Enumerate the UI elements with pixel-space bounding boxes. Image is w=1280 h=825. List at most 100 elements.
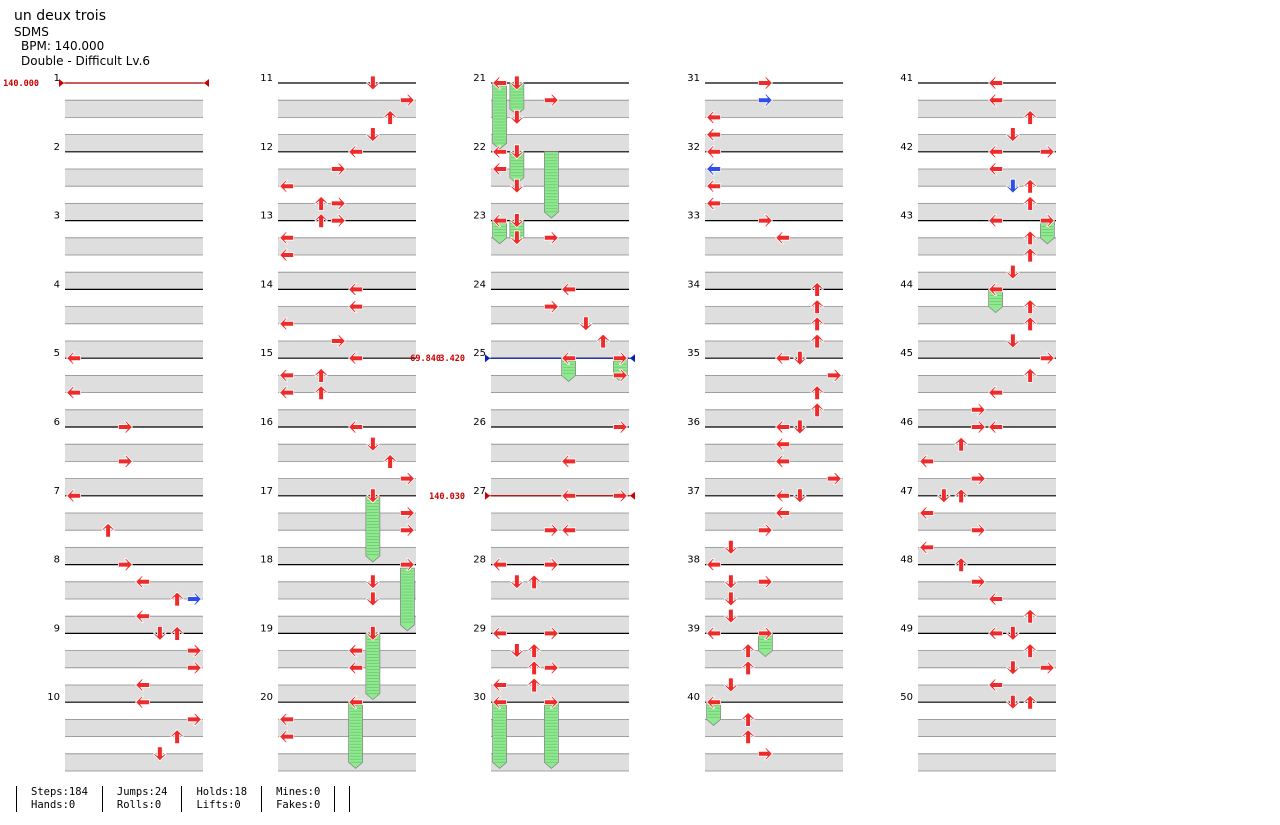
step-arrow (970, 403, 986, 417)
beat-band (278, 341, 416, 359)
step-arrow (330, 162, 346, 176)
step-arrow (741, 660, 755, 676)
step-arrow (775, 420, 791, 434)
step-arrow (741, 712, 755, 727)
beat-band (278, 581, 416, 599)
beat-band (65, 616, 203, 634)
step-arrow (492, 678, 508, 692)
step-arrow (186, 713, 202, 726)
beat-band (65, 306, 203, 324)
measure-number: 26 (473, 417, 486, 428)
step-arrow (596, 333, 610, 349)
stat-lifts: Lifts:0 (196, 799, 241, 812)
step-arrow (988, 162, 1004, 176)
step-arrow (170, 591, 184, 607)
step-arrow-alt (186, 592, 202, 606)
measure-number: 32 (687, 142, 700, 153)
step-arrow (117, 558, 133, 571)
step-arrow (170, 729, 184, 744)
beat-band (918, 100, 1056, 118)
step-arrow (101, 522, 115, 538)
step-arrow (970, 575, 986, 589)
measure-number: 35 (687, 348, 700, 359)
step-arrow (706, 558, 722, 571)
step-arrow (279, 386, 295, 400)
step-arrow (1006, 333, 1020, 349)
beat-band (278, 409, 416, 427)
measure-number: 48 (900, 555, 913, 566)
step-arrow (348, 420, 364, 434)
step-arrow (612, 489, 628, 503)
step-arrow (724, 591, 738, 607)
step-arrow (561, 454, 577, 468)
beat-band (918, 272, 1056, 290)
step-arrow (135, 575, 151, 589)
beat-band (918, 513, 1056, 531)
step-arrow (170, 626, 184, 641)
beat-band (705, 616, 843, 634)
beat-band (65, 341, 203, 359)
beat-band (918, 719, 1056, 737)
stat-hands: Hands:0 (31, 799, 76, 812)
beat-band (491, 341, 629, 359)
step-arrow (492, 214, 508, 228)
step-arrow (988, 214, 1004, 228)
beat-band (278, 134, 416, 152)
step-arrow (543, 695, 559, 709)
beat-band (491, 616, 629, 634)
step-arrow (793, 488, 807, 504)
step-arrow (279, 248, 295, 262)
step-arrow (561, 489, 577, 503)
step-arrow (724, 608, 738, 624)
step-arrow (510, 643, 524, 658)
measure-number: 19 (260, 623, 273, 634)
step-arrow (1023, 178, 1037, 194)
step-arrow (1006, 626, 1020, 641)
beat-band (705, 650, 843, 668)
step-arrow (706, 111, 722, 124)
step-arrow (919, 506, 935, 520)
beat-band (705, 375, 843, 393)
beat-band (65, 719, 203, 737)
step-arrow (988, 592, 1004, 606)
step-arrow (775, 506, 791, 520)
beat-band (918, 753, 1056, 771)
step-arrow (510, 110, 524, 125)
stat-holds: Holds:18 (196, 786, 248, 798)
step-arrow (66, 351, 82, 365)
step-arrow (1023, 367, 1037, 383)
beat-band (705, 444, 843, 462)
measure-number: 31 (687, 73, 700, 84)
step-arrow (492, 627, 508, 640)
measure-number: 11 (260, 73, 273, 84)
step-arrow (1023, 694, 1037, 710)
beat-band (705, 306, 843, 324)
measure-number: 18 (260, 555, 273, 566)
step-arrow (510, 230, 524, 246)
beat-band (918, 203, 1056, 221)
step-arrow (810, 281, 824, 297)
step-arrow (543, 93, 559, 107)
beat-band (918, 444, 1056, 462)
beat-band (918, 375, 1056, 393)
step-arrow (826, 472, 842, 486)
step-arrow (1023, 110, 1037, 125)
stat-fakes: Fakes:0 (276, 799, 321, 812)
beat-band (278, 513, 416, 531)
step-arrow (186, 644, 202, 657)
step-arrow (314, 213, 328, 229)
beat-band (491, 375, 629, 393)
step-arrow (988, 93, 1004, 107)
step-arrow (1023, 643, 1037, 658)
step-arrow (775, 454, 791, 468)
measure-number: 33 (687, 211, 700, 222)
step-arrow (135, 678, 151, 692)
beat-band (918, 685, 1056, 703)
step-arrow (510, 144, 524, 160)
beat-band (918, 650, 1056, 668)
step-arrow (1023, 230, 1037, 246)
beat-band (491, 203, 629, 221)
step-arrow (492, 695, 508, 709)
beat-band (705, 719, 843, 737)
step-arrow (954, 436, 968, 452)
